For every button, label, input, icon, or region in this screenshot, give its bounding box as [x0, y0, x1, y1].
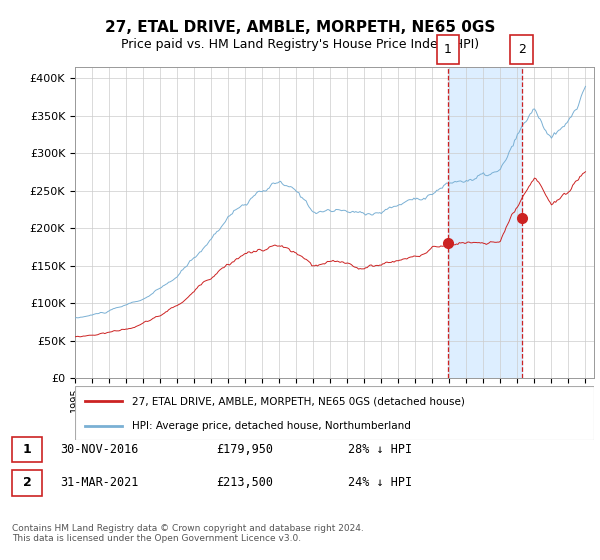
Text: 2: 2: [518, 43, 526, 57]
Text: Price paid vs. HM Land Registry's House Price Index (HPI): Price paid vs. HM Land Registry's House …: [121, 38, 479, 50]
Text: £213,500: £213,500: [216, 477, 273, 489]
FancyBboxPatch shape: [75, 386, 594, 440]
Text: 28% ↓ HPI: 28% ↓ HPI: [348, 443, 412, 456]
Text: 24% ↓ HPI: 24% ↓ HPI: [348, 477, 412, 489]
Text: Contains HM Land Registry data © Crown copyright and database right 2024.
This d: Contains HM Land Registry data © Crown c…: [12, 524, 364, 543]
Text: 27, ETAL DRIVE, AMBLE, MORPETH, NE65 0GS (detached house): 27, ETAL DRIVE, AMBLE, MORPETH, NE65 0GS…: [132, 396, 465, 407]
Text: 1: 1: [444, 43, 452, 57]
Text: 31-MAR-2021: 31-MAR-2021: [60, 477, 139, 489]
Text: 27, ETAL DRIVE, AMBLE, MORPETH, NE65 0GS: 27, ETAL DRIVE, AMBLE, MORPETH, NE65 0GS: [105, 20, 495, 35]
Text: £179,950: £179,950: [216, 443, 273, 456]
Text: 1: 1: [23, 443, 31, 456]
Text: 30-NOV-2016: 30-NOV-2016: [60, 443, 139, 456]
Text: 2: 2: [23, 477, 31, 489]
Bar: [448, 67, 521, 378]
Text: HPI: Average price, detached house, Northumberland: HPI: Average price, detached house, Nort…: [132, 421, 411, 431]
